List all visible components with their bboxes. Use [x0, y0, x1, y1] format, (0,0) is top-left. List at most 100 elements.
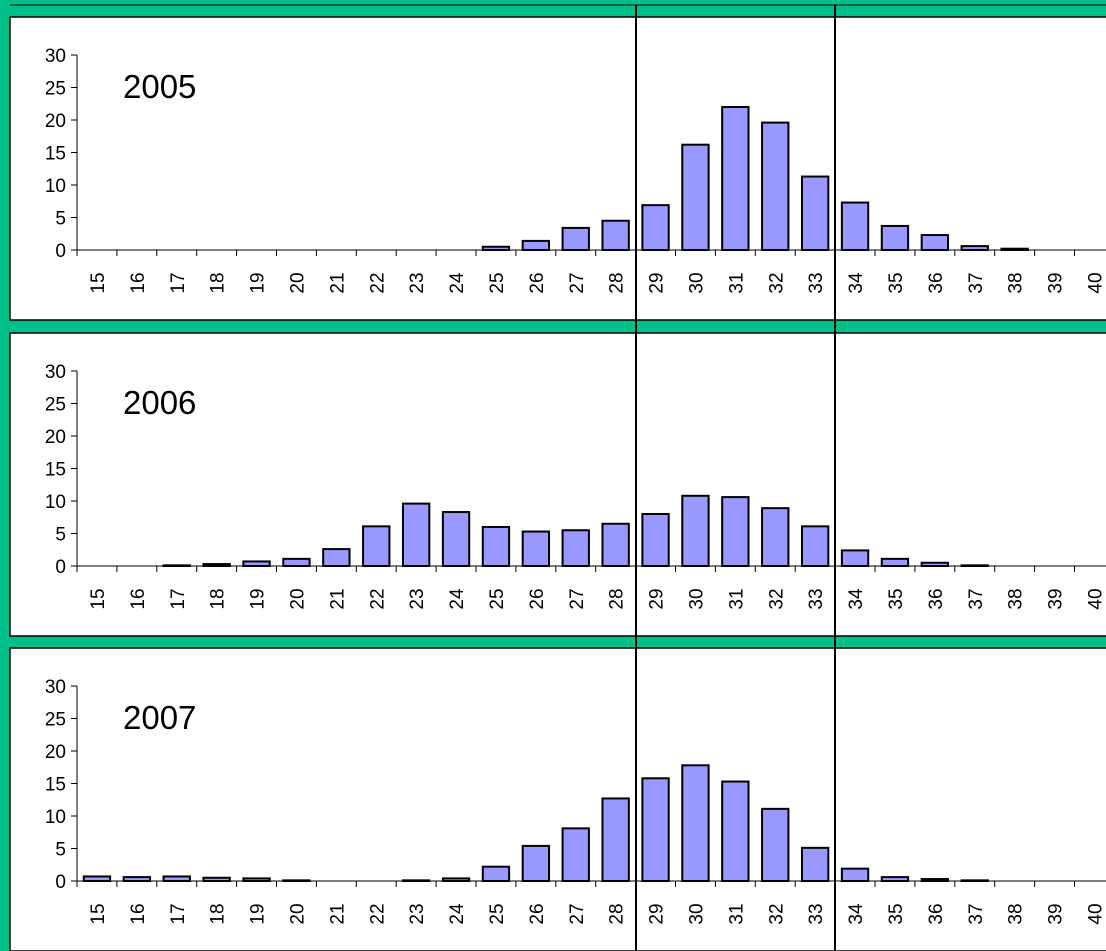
bar-36 — [920, 234, 950, 252]
bar-31 — [721, 106, 750, 251]
x-tick-label: 20 — [287, 588, 308, 609]
x-tick-label: 26 — [527, 588, 548, 609]
x-tick-label: 17 — [168, 903, 189, 924]
y-tick-label: 30 — [45, 677, 66, 698]
x-tick-label: 19 — [248, 272, 269, 293]
panel-year-label: 2006 — [123, 384, 196, 421]
x-tick-label: 33 — [806, 903, 827, 924]
bar-26 — [521, 239, 551, 251]
y-tick-label: 25 — [45, 710, 66, 731]
x-tick-label: 28 — [607, 272, 628, 293]
x-tick-label: 39 — [1046, 903, 1067, 924]
bar-17 — [162, 875, 191, 883]
bar-15 — [82, 875, 112, 883]
x-tick-label: 24 — [447, 903, 468, 925]
bar-18 — [202, 563, 231, 567]
bar-29 — [641, 513, 670, 567]
bar-19 — [242, 877, 271, 883]
bar-32 — [761, 507, 790, 567]
bar-17 — [162, 564, 191, 567]
bar-30 — [681, 143, 710, 251]
x-tick-label: 21 — [327, 903, 348, 924]
y-tick-label: 25 — [45, 79, 66, 100]
x-tick-label: 32 — [766, 272, 787, 293]
x-tick-label: 17 — [168, 272, 189, 293]
panel-year-label: 2007 — [123, 699, 196, 736]
y-tick-label: 15 — [45, 775, 66, 796]
bar-37 — [960, 564, 989, 567]
x-tick-label: 18 — [208, 903, 229, 924]
x-tick-label: 15 — [88, 588, 109, 609]
x-tick-label: 23 — [407, 903, 428, 924]
x-tick-label: 33 — [806, 588, 827, 609]
x-tick-label: 20 — [287, 903, 308, 924]
bar-38 — [1000, 247, 1029, 251]
x-tick-label: 32 — [766, 903, 787, 924]
bar-23 — [401, 879, 431, 882]
x-tick-label: 21 — [327, 272, 348, 293]
bar-28 — [601, 797, 630, 883]
y-tick-label: 30 — [45, 362, 66, 383]
x-tick-label: 34 — [846, 588, 867, 610]
y-tick-label: 10 — [45, 176, 66, 197]
bar-24 — [441, 877, 471, 883]
bar-26 — [521, 844, 551, 883]
panel-frame — [9, 332, 1106, 637]
y-tick-label: 10 — [45, 492, 66, 513]
bar-34 — [840, 867, 870, 883]
bar-30 — [681, 764, 710, 882]
x-tick-label: 24 — [447, 588, 468, 610]
x-tick-label: 15 — [88, 272, 109, 293]
x-tick-label: 35 — [886, 903, 907, 924]
reference-lines — [10, 4, 1106, 951]
y-tick-label: 0 — [55, 241, 66, 262]
bar-37 — [960, 245, 989, 252]
bar-28 — [601, 522, 630, 567]
bar-34 — [840, 549, 870, 568]
bar-29 — [641, 777, 670, 882]
x-tick-label: 39 — [1046, 272, 1067, 293]
x-tick-label: 16 — [128, 903, 149, 924]
bar-33 — [800, 175, 830, 251]
x-tick-label: 22 — [367, 903, 388, 924]
x-tick-label: 25 — [487, 903, 508, 924]
x-tick-label: 25 — [487, 588, 508, 609]
x-tick-label: 18 — [208, 272, 229, 293]
x-tick-label: 18 — [208, 588, 229, 609]
bar-30 — [681, 494, 710, 567]
x-tick-label: 37 — [966, 588, 987, 609]
x-tick-label: 19 — [248, 588, 269, 609]
x-tick-label: 38 — [1006, 588, 1027, 609]
bar-27 — [561, 827, 590, 882]
bar-31 — [721, 780, 750, 882]
bar-36 — [920, 561, 950, 567]
x-tick-label: 29 — [647, 588, 668, 609]
x-tick-label: 34 — [846, 272, 867, 294]
bar-29 — [641, 204, 670, 251]
x-tick-label: 29 — [647, 272, 668, 293]
bar-34 — [840, 201, 870, 252]
bar-27 — [561, 226, 590, 251]
x-tick-label: 17 — [168, 588, 189, 609]
x-tick-label: 35 — [886, 272, 907, 293]
bar-27 — [561, 529, 590, 567]
x-tick-label: 36 — [926, 272, 947, 293]
x-tick-label: 16 — [128, 272, 149, 293]
bar-23 — [401, 502, 431, 568]
x-tick-label: 40 — [1085, 903, 1106, 924]
y-tick-label: 0 — [55, 557, 66, 578]
bar-18 — [202, 876, 231, 882]
bar-22 — [362, 525, 391, 567]
y-tick-label: 15 — [45, 144, 66, 165]
x-tick-label: 35 — [886, 588, 907, 609]
panel-year-label: 2005 — [123, 68, 196, 105]
bar-25 — [481, 865, 511, 883]
x-tick-label: 15 — [88, 903, 109, 924]
x-tick-label: 19 — [248, 903, 269, 924]
x-tick-label: 33 — [806, 272, 827, 293]
bar-20 — [282, 557, 311, 567]
x-tick-label: 40 — [1085, 588, 1106, 609]
x-tick-label: 37 — [966, 903, 987, 924]
panel-frame — [9, 16, 1106, 321]
x-tick-label: 16 — [128, 588, 149, 609]
